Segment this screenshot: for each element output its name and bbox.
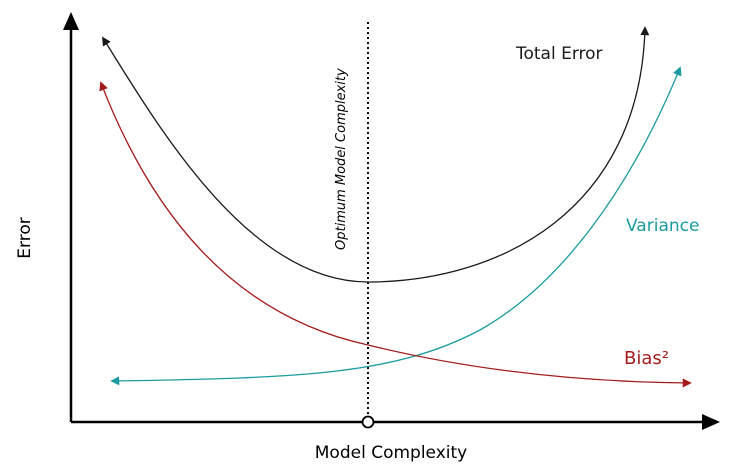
axes [63,12,720,430]
variance-label: Variance [626,216,699,236]
x-axis-label: Model Complexity [315,443,467,463]
bias-label: Bias² [624,348,669,369]
optimum-label: Optimum Model Complexity [334,68,349,250]
total-error-label: Total Error [515,44,603,64]
y-axis-label: Error [15,217,35,258]
total-error-curve [102,26,650,283]
bias-curve [99,81,692,388]
y-axis-arrowhead [63,12,79,30]
optimum-marker [361,415,375,429]
variance-curve [110,66,682,386]
x-axis-arrowhead [702,414,720,430]
